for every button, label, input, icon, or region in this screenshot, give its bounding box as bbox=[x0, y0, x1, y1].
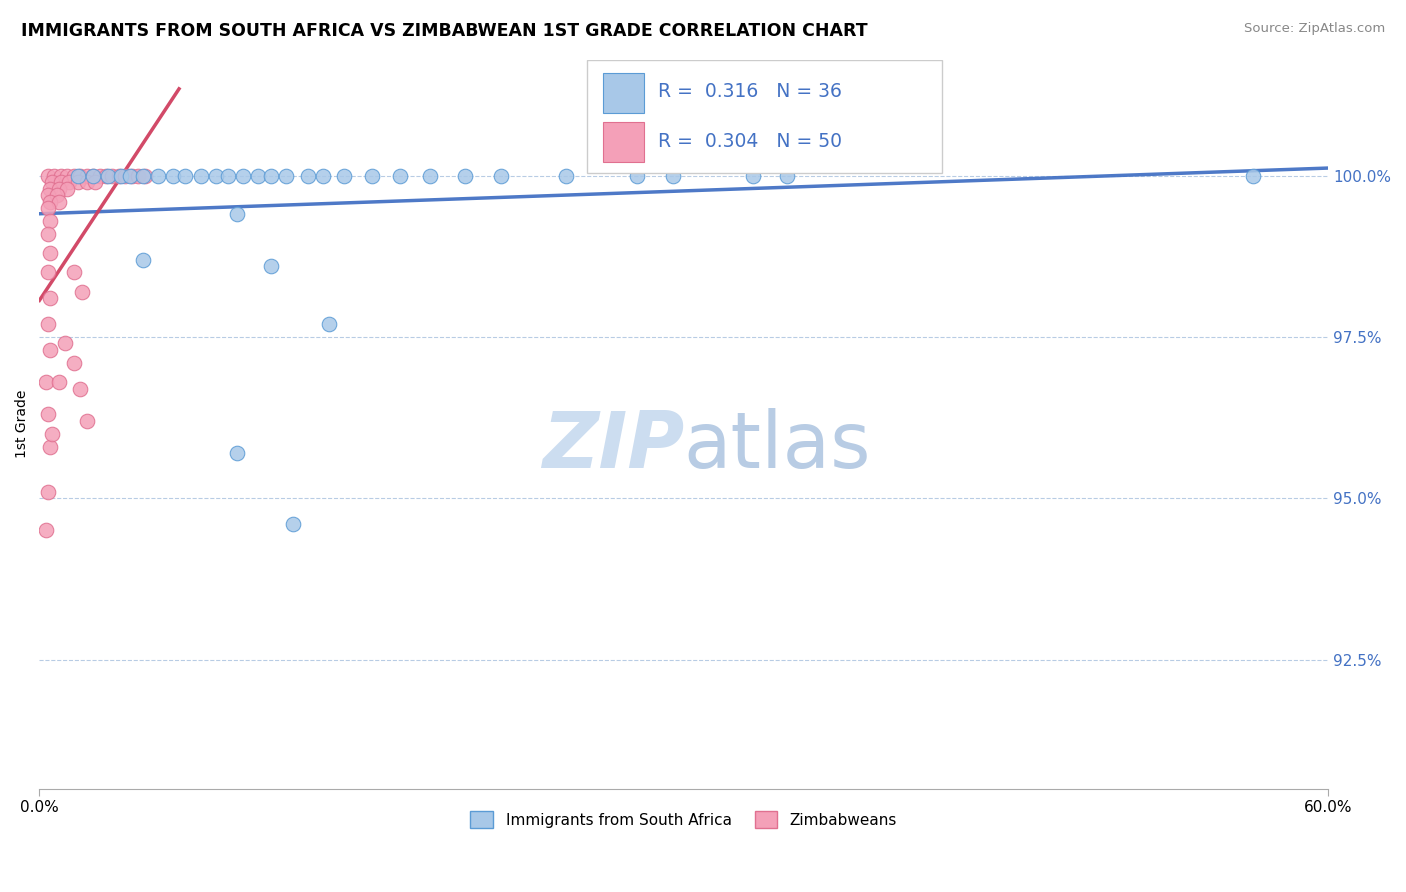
Text: Source: ZipAtlas.com: Source: ZipAtlas.com bbox=[1244, 22, 1385, 36]
Point bbox=[114, 169, 136, 183]
Point bbox=[76, 414, 98, 428]
Point bbox=[67, 169, 90, 183]
Point bbox=[741, 169, 763, 183]
Point bbox=[260, 259, 283, 273]
Point bbox=[97, 169, 120, 183]
Point bbox=[226, 446, 249, 460]
Point bbox=[131, 169, 153, 183]
Point bbox=[281, 516, 304, 531]
Point bbox=[776, 169, 799, 183]
Point bbox=[626, 169, 648, 183]
Point bbox=[56, 181, 79, 195]
Legend: Immigrants from South Africa, Zimbabweans: Immigrants from South Africa, Zimbabwean… bbox=[463, 804, 904, 836]
Point bbox=[67, 175, 90, 189]
Bar bbox=[603, 73, 644, 112]
Point bbox=[82, 169, 104, 183]
Point bbox=[76, 169, 98, 183]
Point bbox=[110, 169, 132, 183]
Text: R =  0.304   N = 50: R = 0.304 N = 50 bbox=[658, 133, 842, 152]
Point bbox=[39, 194, 62, 209]
Point bbox=[39, 440, 62, 454]
Point bbox=[37, 201, 59, 215]
Text: IMMIGRANTS FROM SOUTH AFRICA VS ZIMBABWEAN 1ST GRADE CORRELATION CHART: IMMIGRANTS FROM SOUTH AFRICA VS ZIMBABWE… bbox=[21, 22, 868, 40]
Point bbox=[39, 181, 62, 195]
Point bbox=[276, 169, 298, 183]
Point bbox=[101, 169, 124, 183]
Point bbox=[49, 169, 72, 183]
Point bbox=[226, 207, 249, 221]
Point bbox=[318, 317, 340, 331]
Point bbox=[554, 169, 576, 183]
Point bbox=[127, 169, 149, 183]
Point bbox=[247, 169, 270, 183]
Point bbox=[489, 169, 512, 183]
Point bbox=[232, 169, 254, 183]
Point bbox=[48, 194, 70, 209]
Point bbox=[35, 375, 58, 389]
Point bbox=[118, 169, 141, 183]
Point bbox=[89, 169, 111, 183]
Point bbox=[48, 181, 70, 195]
Point bbox=[58, 175, 80, 189]
Point bbox=[297, 169, 319, 183]
FancyBboxPatch shape bbox=[588, 60, 942, 172]
Point bbox=[131, 252, 153, 267]
Point bbox=[62, 265, 84, 279]
Point bbox=[56, 169, 79, 183]
Point bbox=[419, 169, 441, 183]
Point bbox=[37, 317, 59, 331]
Point bbox=[662, 169, 685, 183]
Point bbox=[162, 169, 184, 183]
Point bbox=[361, 169, 384, 183]
Text: atlas: atlas bbox=[683, 408, 872, 484]
Point bbox=[1241, 169, 1264, 183]
Point bbox=[82, 169, 104, 183]
Point bbox=[62, 169, 84, 183]
Point bbox=[146, 169, 169, 183]
Point bbox=[69, 382, 91, 396]
Point bbox=[190, 169, 212, 183]
Point bbox=[84, 175, 107, 189]
Point bbox=[312, 169, 335, 183]
Point bbox=[44, 169, 66, 183]
Text: R =  0.316   N = 36: R = 0.316 N = 36 bbox=[658, 82, 842, 101]
Point bbox=[76, 175, 98, 189]
Point bbox=[39, 214, 62, 228]
Point bbox=[333, 169, 356, 183]
Point bbox=[37, 408, 59, 422]
Point bbox=[37, 484, 59, 499]
Point bbox=[389, 169, 412, 183]
Point bbox=[39, 343, 62, 357]
Point bbox=[121, 169, 143, 183]
Point bbox=[260, 169, 283, 183]
Point bbox=[39, 246, 62, 260]
Point bbox=[49, 175, 72, 189]
Bar bbox=[603, 121, 644, 161]
Point bbox=[204, 169, 226, 183]
Point bbox=[35, 524, 58, 538]
Point bbox=[48, 375, 70, 389]
Point bbox=[45, 188, 67, 202]
Point bbox=[94, 169, 117, 183]
Point bbox=[217, 169, 239, 183]
Point bbox=[37, 265, 59, 279]
Point bbox=[174, 169, 197, 183]
Point bbox=[39, 291, 62, 305]
Point bbox=[53, 336, 76, 351]
Point bbox=[37, 169, 59, 183]
Y-axis label: 1st Grade: 1st Grade bbox=[15, 390, 30, 458]
Point bbox=[62, 356, 84, 370]
Point bbox=[41, 175, 63, 189]
Point bbox=[37, 188, 59, 202]
Point bbox=[108, 169, 131, 183]
Point bbox=[454, 169, 477, 183]
Point bbox=[134, 169, 156, 183]
Text: ZIP: ZIP bbox=[541, 408, 683, 484]
Point bbox=[37, 227, 59, 241]
Point bbox=[41, 426, 63, 441]
Point bbox=[69, 169, 91, 183]
Point bbox=[72, 285, 94, 299]
